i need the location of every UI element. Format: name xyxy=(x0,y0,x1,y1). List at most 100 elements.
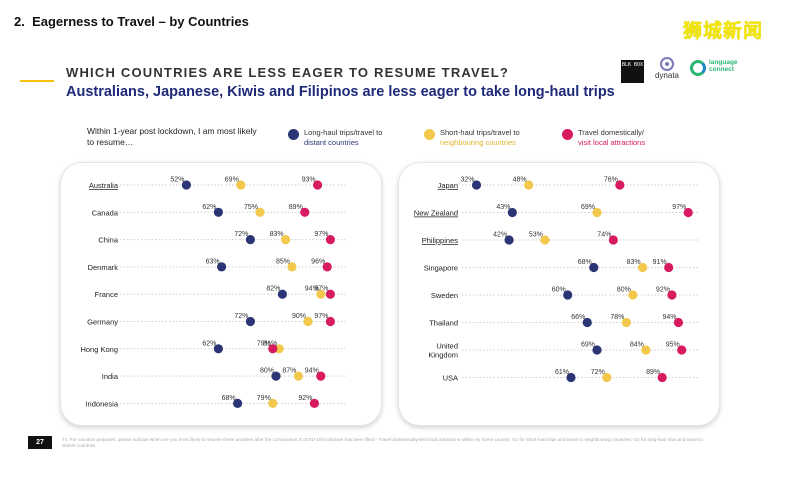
value-label-long-usa: 61% xyxy=(555,369,569,376)
value-label-short-china: 83% xyxy=(270,231,284,238)
country-label-japan: Japan xyxy=(438,181,458,190)
value-label-dom-new-zealand: 97% xyxy=(672,204,686,211)
value-label-short-sweden: 80% xyxy=(617,287,631,294)
value-label-short-japan: 48% xyxy=(513,177,527,184)
chart-panel-right xyxy=(398,162,720,426)
value-label-dom-japan: 76% xyxy=(604,177,618,184)
country-label-singapore: Singapore xyxy=(424,264,458,273)
value-label-long-indonesia: 68% xyxy=(222,395,236,402)
country-label-india: India xyxy=(102,372,119,381)
legend-short-haul-sub: neighbouring countries xyxy=(440,137,516,147)
dot-dom-usa xyxy=(657,372,667,383)
dot-short-united-kingdom xyxy=(641,345,651,355)
value-label-dom-united-kingdom: 95% xyxy=(666,342,680,349)
value-label-short-philippines: 53% xyxy=(529,232,543,239)
country-label-indonesia: Indonesia xyxy=(85,399,118,408)
value-label-short-denmark: 85% xyxy=(276,258,290,265)
dot-short-china xyxy=(281,235,291,245)
dot-long-france xyxy=(277,289,287,299)
dot-long-sweden xyxy=(563,290,573,300)
country-label-sweden: Sweden xyxy=(431,291,458,300)
page-heading: WHICH COUNTRIES ARE LESS EAGER TO RESUME… xyxy=(66,65,510,80)
dot-dom-philippines xyxy=(608,235,618,245)
value-label-dom-france: 97% xyxy=(314,286,328,293)
dot-long-usa xyxy=(566,372,576,383)
value-label-dom-canada: 89% xyxy=(289,204,303,211)
value-label-long-france: 82% xyxy=(266,286,280,293)
country-label-hong-kong: Hong Kong xyxy=(80,345,118,354)
value-label-long-india: 80% xyxy=(260,368,274,375)
country-label-usa: USA xyxy=(443,374,458,383)
dot-long-denmark xyxy=(217,262,227,272)
dot-long-india xyxy=(271,371,281,381)
legend-long-haul-sub: distant countries xyxy=(304,137,359,147)
dot-long-new-zealand xyxy=(507,207,517,218)
language-connect-logo-text: language connect xyxy=(709,59,738,73)
value-label-short-germany: 90% xyxy=(292,313,306,320)
dot-dom-australia xyxy=(313,180,323,190)
value-label-short-hong-kong: 81% xyxy=(263,340,277,347)
value-label-long-denmark: 63% xyxy=(206,258,220,265)
value-label-long-china: 72% xyxy=(234,231,248,238)
value-label-long-sweden: 60% xyxy=(552,287,566,294)
dot-short-singapore xyxy=(638,262,648,273)
dot-long-japan xyxy=(471,180,482,190)
dot-long-china xyxy=(245,235,255,245)
dot-short-australia xyxy=(236,180,246,190)
country-label-thailand: Thailand xyxy=(429,319,458,328)
dynata-logo: dynata xyxy=(651,57,683,80)
value-label-short-indonesia: 79% xyxy=(257,395,271,402)
country-label-australia: Australia xyxy=(89,181,119,190)
legend-domestic-sub: visit local attractions xyxy=(578,137,646,147)
value-label-long-thailand: 66% xyxy=(571,314,585,321)
dot-dom-china xyxy=(325,235,335,245)
dot-short-germany xyxy=(303,316,313,327)
value-label-long-united-kingdom: 69% xyxy=(581,342,595,349)
dot-short-sweden xyxy=(628,290,638,300)
value-label-long-australia: 52% xyxy=(170,177,184,184)
dynata-logo-icon xyxy=(660,57,674,71)
dot-short-new-zealand xyxy=(592,207,602,218)
value-label-short-france: 94% xyxy=(305,286,319,293)
value-label-dom-china: 97% xyxy=(314,231,328,238)
dot-long-australia xyxy=(181,180,191,190)
page-number: 27 xyxy=(28,436,52,449)
value-label-dom-singapore: 91% xyxy=(653,259,667,266)
country-label-united-kingdom: United Kingdom xyxy=(428,342,458,360)
country-label-canada: Canada xyxy=(92,208,119,217)
legend-long-haul-label: Long-haul trips/travel to xyxy=(304,128,383,137)
legend-short-haul-dot xyxy=(424,129,435,140)
dot-long-thailand xyxy=(582,317,592,328)
dot-short-thailand xyxy=(621,317,631,328)
dot-dom-france xyxy=(325,289,335,299)
value-label-dom-india: 94% xyxy=(305,368,319,375)
value-label-long-new-zealand: 43% xyxy=(496,204,510,211)
value-label-long-singapore: 68% xyxy=(578,259,592,266)
country-label-china: China xyxy=(98,236,118,245)
legend-long-haul-dot xyxy=(288,129,299,140)
value-label-dom-usa: 89% xyxy=(646,369,660,376)
country-label-denmark: Denmark xyxy=(88,263,119,272)
dot-long-germany xyxy=(245,316,255,327)
footnote: T1. For vacation purposes: please indica… xyxy=(62,437,703,448)
blackbox-logo-text: BLK BOX xyxy=(621,62,644,68)
dot-dom-canada xyxy=(300,207,310,217)
value-label-dom-indonesia: 92% xyxy=(298,395,312,402)
dot-short-canada xyxy=(255,207,265,217)
country-label-france: France xyxy=(95,290,118,299)
page-headline: Australians, Japanese, Kiwis and Filipin… xyxy=(66,84,615,100)
legend-short-haul-label: Short-haul trips/travel to xyxy=(440,128,520,137)
value-label-dom-denmark: 96% xyxy=(311,258,325,265)
dot-dom-sweden xyxy=(667,290,677,300)
country-label-philippines: Philippines xyxy=(422,236,459,245)
value-label-short-canada: 75% xyxy=(244,204,258,211)
dot-long-canada xyxy=(213,207,223,217)
dot-short-indonesia xyxy=(268,398,278,408)
value-label-short-thailand: 78% xyxy=(610,314,624,321)
section-title: 2. Eagerness to Travel – by Countries xyxy=(14,14,249,29)
value-label-dom-sweden: 92% xyxy=(656,287,670,294)
value-label-long-japan: 32% xyxy=(460,177,474,184)
dot-dom-germany xyxy=(325,316,335,327)
dot-long-united-kingdom xyxy=(592,345,602,355)
dot-short-usa xyxy=(602,372,612,383)
